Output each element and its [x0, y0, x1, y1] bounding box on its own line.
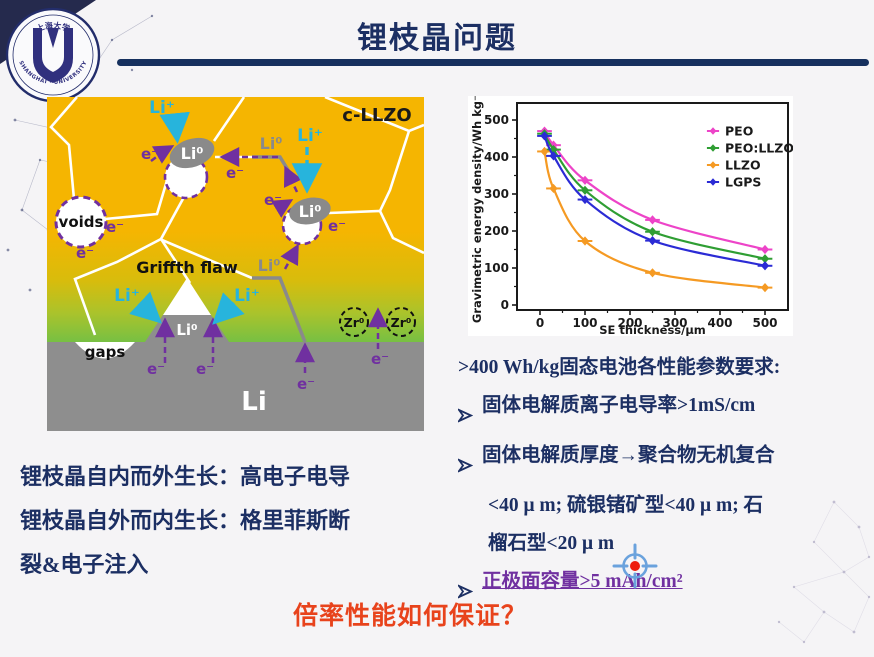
click-target-crosshair: [612, 543, 658, 589]
gap-shape: [75, 342, 135, 359]
requirement-text: 固体电解质离子电导率>1mS/cm: [482, 395, 756, 416]
requirement-text: 固体电解质厚度→聚合物无机复合: [482, 445, 775, 466]
li0-deposit: [169, 137, 215, 169]
voids-label: voids: [59, 213, 104, 231]
griffith-flaw-crack: [163, 278, 211, 315]
li0-deposit-label: Li⁰: [181, 144, 204, 163]
logo-emblem: [33, 28, 73, 83]
rate-question: 倍率性能如何保证？: [292, 603, 527, 630]
li0-flaw-label: Li⁰: [176, 321, 197, 339]
requirement-continuation: 榴石型<20 μ m: [488, 533, 615, 554]
crosshair-center-dot: [630, 561, 640, 571]
svg-text:SE thickness/μm: SE thickness/μm: [599, 323, 706, 336]
energy-density-chart: 0 100 200 300 400 500 0 100 200 300 400 500 SE thick…: [470, 90, 794, 337]
svg-text:500: 500: [752, 316, 777, 330]
svg-text:PEO: PEO: [725, 124, 753, 139]
electron-label: e⁻: [147, 360, 165, 378]
electron-label: e⁻: [264, 191, 282, 209]
bullet-arrow-icon: [456, 437, 482, 487]
zr0-circle: [386, 307, 416, 337]
title-underline: [117, 59, 869, 66]
electron-label: e⁻: [328, 217, 346, 235]
bullet-arrow-icon: [456, 387, 482, 437]
li0-junction-label: Li⁰: [258, 256, 281, 275]
li-ion-paths: [129, 111, 323, 325]
bullet-arrow-icon: [456, 563, 482, 613]
svg-text:Gravimetric energy density/Wh: Gravimetric energy density/Wh kg⁻¹: [470, 96, 484, 323]
li0-deposit-label: Li⁰: [299, 202, 322, 221]
svg-text:400: 400: [707, 316, 732, 330]
li-ion-label: Li⁺: [234, 286, 260, 306]
electron-label: e⁻: [106, 218, 124, 236]
zr0-label: Zr⁰: [391, 315, 412, 330]
requirement-item: 固体电解质厚度→聚合物无机复合: [456, 437, 870, 487]
note-line: 锂枝晶自外而内生长：格里菲斯断: [20, 508, 351, 533]
electron-label: e⁻: [196, 360, 214, 378]
microstructure-diagram: c-LLZO Li⁺ Li⁺ Li⁺ Li⁺ e⁻ e⁻ e⁻ e⁻ e⁻ e⁻…: [47, 97, 424, 431]
electron-label: e⁻: [297, 375, 315, 393]
note-line: 裂&电子注入: [20, 552, 149, 577]
gaps-label: gaps: [85, 343, 126, 361]
svg-text:100: 100: [572, 316, 597, 330]
li0-junction-label: Li⁰: [260, 134, 283, 153]
li0-deposit: [289, 197, 331, 225]
bottom-right-decoration: [777, 500, 871, 644]
electron-label: e⁻: [226, 164, 244, 182]
li-ion-label: Li⁺: [114, 286, 140, 306]
electron-label: e⁻: [76, 244, 94, 262]
svg-text:400: 400: [484, 150, 509, 164]
electron-label: e⁻: [141, 145, 159, 163]
li-ion-label: Li⁺: [149, 98, 175, 118]
svg-text:LLZO: LLZO: [725, 158, 761, 173]
requirement-continuation: <40 μ m; 硫银锗矿型<40 μ m; 石: [488, 495, 764, 516]
voids-circle: [54, 195, 108, 249]
page-title: 锂枝晶问题: [357, 22, 517, 55]
note-line: 锂枝晶自内而外生长：高电子电导: [20, 464, 351, 489]
requirements-heading: >400 Wh/kg固态电池各性能参数要求:: [458, 357, 781, 378]
zr0-circle: [339, 307, 369, 337]
material-label: c-LLZO: [342, 105, 411, 126]
li-ion-label: Li⁺: [297, 126, 323, 146]
zr0-label: Zr⁰: [344, 315, 365, 330]
svg-text:0: 0: [536, 316, 544, 330]
dendrite-notes: 锂枝晶自内而外生长：高电子电导 锂枝晶自外而内生长：格里菲斯断 裂&电子注入: [20, 455, 460, 587]
electron-label: e⁻: [371, 350, 389, 368]
chart-panel: 0 100 200 300 400 500 0 100 200 300 400 500 SE thick…: [468, 90, 794, 337]
svg-text:100: 100: [484, 261, 509, 275]
svg-text:300: 300: [484, 187, 509, 201]
svg-text:PEO:LLZO: PEO:LLZO: [725, 141, 793, 156]
requirement-item: 固体电解质离子电导率>1mS/cm: [456, 387, 870, 437]
svg-text:500: 500: [484, 113, 509, 127]
svg-text:200: 200: [617, 316, 642, 330]
svg-text:LGPS: LGPS: [725, 175, 761, 190]
svg-text:0: 0: [501, 298, 509, 312]
svg-text:200: 200: [484, 224, 509, 238]
li-metal-label: Li: [241, 387, 266, 417]
svg-text:300: 300: [662, 316, 687, 330]
griffith-flaw-label: Griffth flaw: [136, 258, 238, 277]
